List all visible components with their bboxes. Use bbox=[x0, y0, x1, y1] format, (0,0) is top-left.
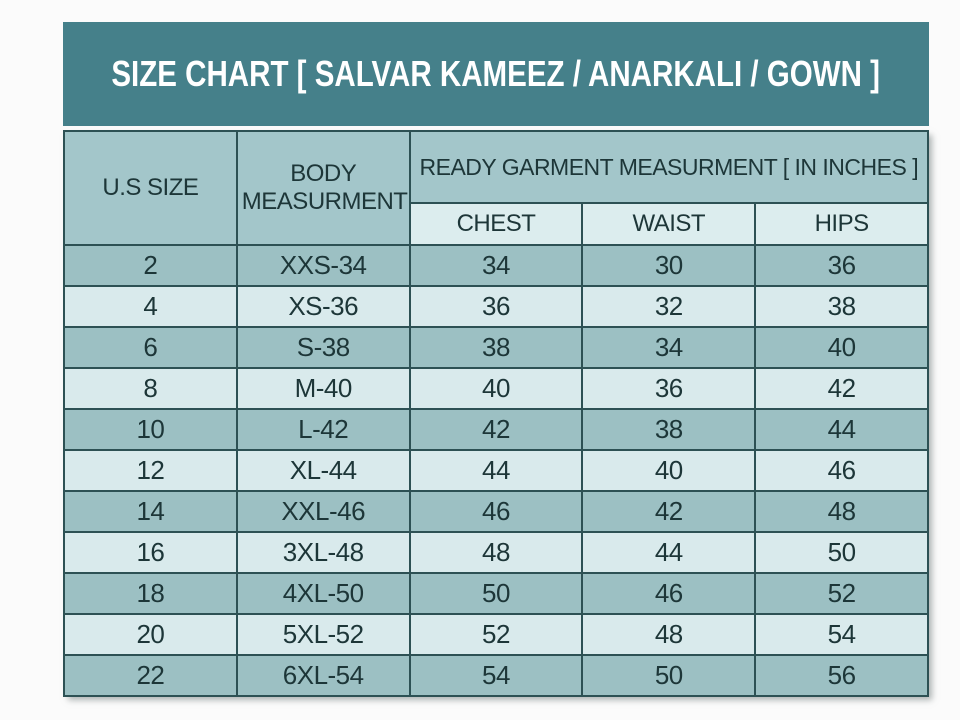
cell-body-measurement: M-40 bbox=[235, 367, 411, 410]
table-row: 8 M-40 40 36 42 bbox=[63, 367, 929, 410]
size-chart-sheet: SIZE CHART [ SALVAR KAMEEZ / ANARKALI / … bbox=[63, 22, 930, 697]
table-row: 4 XS-36 36 32 38 bbox=[63, 285, 929, 328]
cell-body-measurement: 4XL-50 bbox=[235, 572, 411, 615]
cell-hips: 38 bbox=[754, 285, 929, 328]
cell-body-measurement: 3XL-48 bbox=[235, 531, 411, 574]
title-bar: SIZE CHART [ SALVAR KAMEEZ / ANARKALI / … bbox=[63, 22, 929, 126]
cell-chest: 52 bbox=[408, 613, 584, 656]
cell-waist: 46 bbox=[581, 572, 757, 615]
cell-chest: 38 bbox=[408, 326, 584, 369]
table-row: 14 XXL-46 46 42 48 bbox=[63, 490, 929, 533]
cell-us-size: 6 bbox=[63, 326, 238, 369]
cell-us-size: 4 bbox=[63, 285, 238, 328]
table-row: 18 4XL-50 50 46 52 bbox=[63, 572, 929, 615]
cell-body-measurement: XXL-46 bbox=[235, 490, 411, 533]
cell-waist: 30 bbox=[581, 244, 757, 287]
cell-us-size: 2 bbox=[63, 244, 238, 287]
cell-waist: 42 bbox=[581, 490, 757, 533]
col-header-us-size: U.S SIZE bbox=[63, 130, 238, 246]
table-row: 22 6XL-54 54 50 56 bbox=[63, 654, 929, 697]
cell-hips: 36 bbox=[754, 244, 929, 287]
cell-waist: 50 bbox=[581, 654, 757, 697]
col-header-ready-garment: READY GARMENT MEASURMENT [ IN INCHES ] bbox=[408, 130, 930, 204]
cell-chest: 46 bbox=[408, 490, 584, 533]
cell-waist: 34 bbox=[581, 326, 757, 369]
table-row: 2 XXS-34 34 30 36 bbox=[63, 244, 929, 287]
cell-hips: 52 bbox=[754, 572, 929, 615]
table-row: 16 3XL-48 48 44 50 bbox=[63, 531, 929, 574]
cell-body-measurement: XL-44 bbox=[235, 449, 411, 492]
cell-chest: 48 bbox=[408, 531, 584, 574]
table-header: U.S SIZE BODY MEASURMENT READY GARMENT M… bbox=[63, 130, 930, 246]
page-title: SIZE CHART [ SALVAR KAMEEZ / ANARKALI / … bbox=[111, 53, 881, 94]
cell-chest: 36 bbox=[408, 285, 584, 328]
cell-hips: 50 bbox=[754, 531, 929, 574]
table-row: 20 5XL-52 52 48 54 bbox=[63, 613, 929, 656]
cell-chest: 54 bbox=[408, 654, 584, 697]
col-header-waist: WAIST bbox=[581, 202, 757, 246]
cell-chest: 34 bbox=[408, 244, 584, 287]
header-row-sub: CHEST WAIST HIPS bbox=[64, 202, 929, 246]
cell-body-measurement: 5XL-52 bbox=[235, 613, 411, 656]
cell-us-size: 16 bbox=[63, 531, 238, 574]
header-row-main: U.S SIZE BODY MEASURMENT READY GARMENT M… bbox=[63, 130, 930, 246]
cell-chest: 40 bbox=[408, 367, 584, 410]
cell-waist: 32 bbox=[581, 285, 757, 328]
cell-waist: 44 bbox=[581, 531, 757, 574]
cell-body-measurement: 6XL-54 bbox=[235, 654, 411, 697]
table-row: 10 L-42 42 38 44 bbox=[63, 408, 929, 451]
table-row: 6 S-38 38 34 40 bbox=[63, 326, 929, 369]
cell-us-size: 10 bbox=[63, 408, 238, 451]
cell-hips: 48 bbox=[754, 490, 929, 533]
cell-us-size: 22 bbox=[63, 654, 238, 697]
cell-hips: 56 bbox=[754, 654, 929, 697]
cell-waist: 48 bbox=[581, 613, 757, 656]
table-row: 12 XL-44 44 40 46 bbox=[63, 449, 929, 492]
cell-chest: 42 bbox=[408, 408, 584, 451]
table-body: 2 XXS-34 34 30 36 4 XS-36 36 32 38 6 S-3… bbox=[63, 244, 929, 697]
cell-us-size: 18 bbox=[63, 572, 238, 615]
cell-body-measurement: L-42 bbox=[235, 408, 411, 451]
cell-hips: 40 bbox=[754, 326, 929, 369]
cell-hips: 44 bbox=[754, 408, 929, 451]
cell-body-measurement: XXS-34 bbox=[235, 244, 411, 287]
col-header-hips: HIPS bbox=[754, 202, 929, 246]
cell-body-measurement: S-38 bbox=[235, 326, 411, 369]
cell-chest: 50 bbox=[408, 572, 584, 615]
col-header-chest: CHEST bbox=[408, 202, 584, 246]
cell-us-size: 14 bbox=[63, 490, 238, 533]
cell-body-measurement: XS-36 bbox=[235, 285, 411, 328]
cell-waist: 40 bbox=[581, 449, 757, 492]
cell-waist: 38 bbox=[581, 408, 757, 451]
cell-us-size: 12 bbox=[63, 449, 238, 492]
cell-us-size: 20 bbox=[63, 613, 238, 656]
cell-waist: 36 bbox=[581, 367, 757, 410]
size-chart-table: U.S SIZE BODY MEASURMENT READY GARMENT M… bbox=[63, 130, 930, 697]
cell-chest: 44 bbox=[408, 449, 584, 492]
cell-hips: 46 bbox=[754, 449, 929, 492]
cell-hips: 54 bbox=[754, 613, 929, 656]
cell-us-size: 8 bbox=[63, 367, 238, 410]
cell-hips: 42 bbox=[754, 367, 929, 410]
col-header-body-measurement: BODY MEASURMENT bbox=[235, 130, 411, 246]
